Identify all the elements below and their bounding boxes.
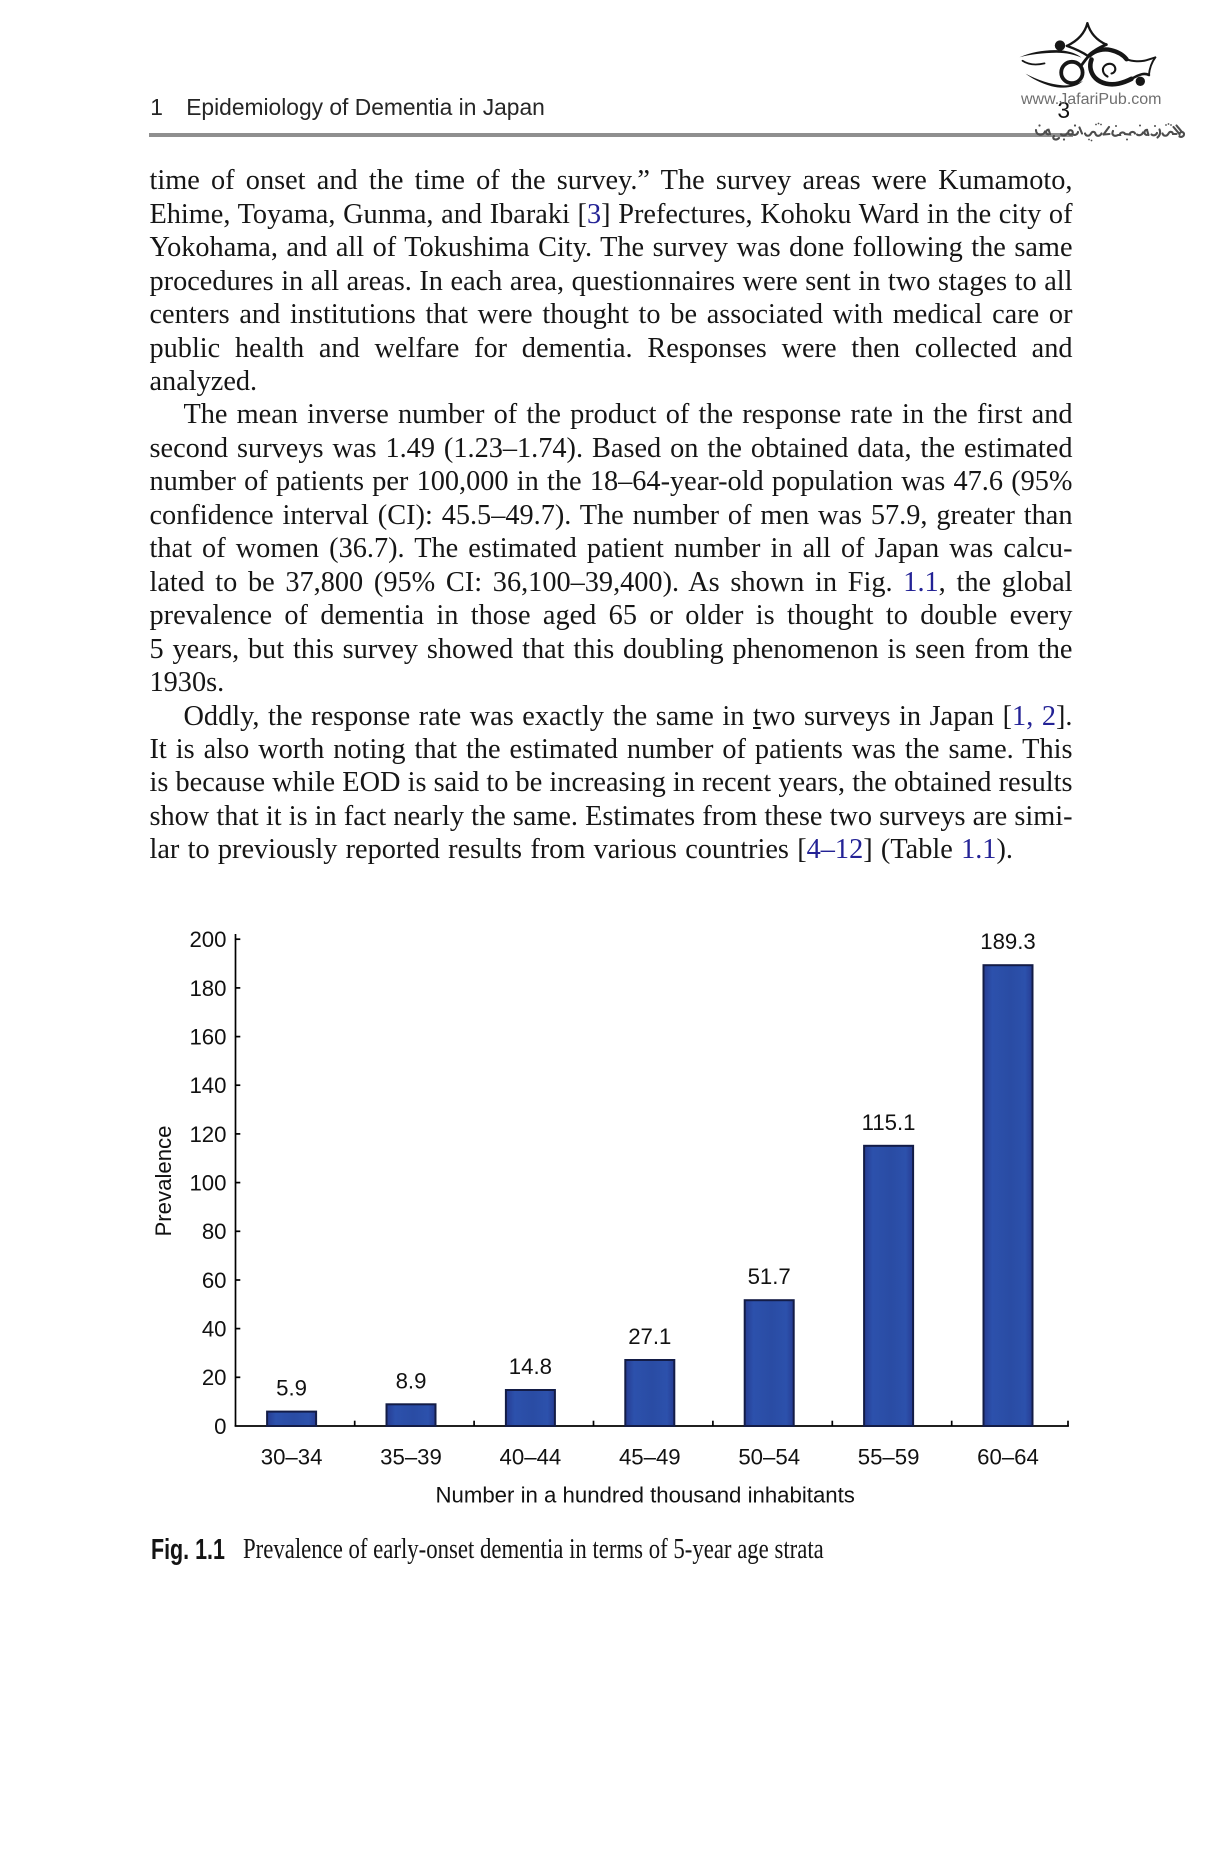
- svg-text:120: 120: [189, 1122, 226, 1147]
- svg-text:5.9: 5.9: [276, 1376, 307, 1401]
- svg-text:50–54: 50–54: [738, 1445, 800, 1470]
- svg-text:180: 180: [189, 976, 226, 1001]
- svg-text:8.9: 8.9: [396, 1368, 427, 1393]
- svg-text:80: 80: [202, 1219, 227, 1244]
- svg-text:55–59: 55–59: [858, 1445, 920, 1470]
- svg-text:60: 60: [202, 1268, 227, 1293]
- svg-text:60–64: 60–64: [977, 1445, 1039, 1470]
- svg-text:14.8: 14.8: [509, 1354, 552, 1379]
- svg-text:189.3: 189.3: [980, 929, 1036, 954]
- svg-text:0: 0: [214, 1414, 226, 1439]
- svg-text:45–49: 45–49: [619, 1445, 681, 1470]
- svg-text:51.7: 51.7: [748, 1264, 791, 1289]
- svg-text:115.1: 115.1: [862, 1110, 916, 1135]
- svg-text:35–39: 35–39: [380, 1445, 442, 1470]
- svg-text:160: 160: [189, 1025, 226, 1050]
- svg-text:Number in a hundred thousand i: Number in a hundred thousand inhabitants: [436, 1482, 855, 1507]
- svg-text:27.1: 27.1: [628, 1324, 671, 1349]
- svg-text:100: 100: [189, 1171, 226, 1196]
- svg-text:200: 200: [189, 927, 226, 952]
- svg-text:140: 140: [189, 1073, 226, 1098]
- svg-text:40: 40: [202, 1317, 227, 1342]
- svg-text:30–34: 30–34: [261, 1445, 323, 1470]
- svg-text:Prevalence: Prevalence: [151, 1125, 176, 1236]
- svg-text:20: 20: [202, 1365, 227, 1390]
- svg-text:40–44: 40–44: [500, 1445, 562, 1470]
